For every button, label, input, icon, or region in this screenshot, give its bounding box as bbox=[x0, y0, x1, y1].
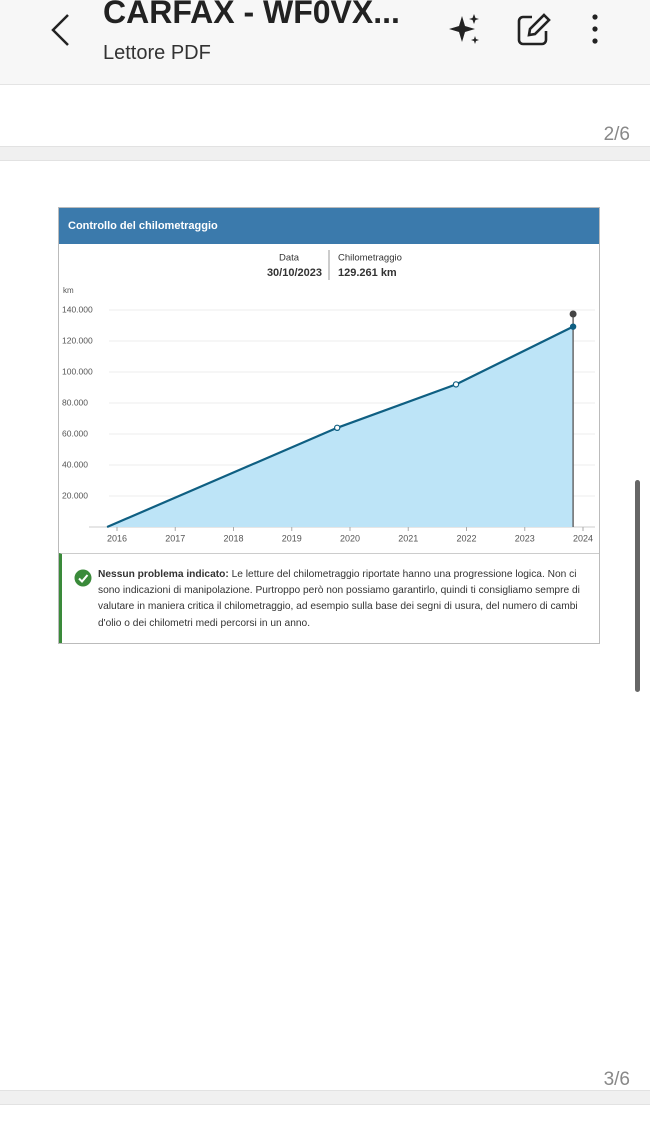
y-unit: km bbox=[63, 286, 74, 295]
page-indicator: 2/6 bbox=[603, 124, 630, 145]
scrollbar[interactable] bbox=[635, 480, 640, 692]
y-tick-label: 100.000 bbox=[62, 366, 93, 376]
tooltip-km: 129.261 km bbox=[338, 267, 397, 279]
tooltip-date: 30/10/2023 bbox=[267, 267, 322, 279]
point bbox=[569, 323, 577, 330]
y-tick-label: 20.000 bbox=[62, 490, 88, 500]
note-heading: Nessun problema indicato: bbox=[98, 569, 229, 580]
title: CARFAX - WF0VX... bbox=[103, 0, 400, 30]
y-tick-label: 40.000 bbox=[62, 459, 88, 469]
x-tick-label: 2018 bbox=[223, 533, 243, 543]
tooltip-km-label: Chilometraggio bbox=[338, 253, 402, 264]
chart-title: Controllo del chilometraggio bbox=[59, 208, 599, 244]
x-tick-label: 2016 bbox=[107, 533, 127, 543]
note: Nessun problema indicato: Le letture del… bbox=[59, 553, 599, 643]
x-tick-label: 2023 bbox=[515, 533, 535, 543]
line bbox=[106, 325, 574, 529]
x-tick-label: 2024 bbox=[573, 533, 593, 543]
x-tick-label: 2021 bbox=[398, 533, 418, 543]
y-tick-label: 120.000 bbox=[62, 335, 93, 345]
app-bar: CARFAX - WF0VX... Lettore PDF bbox=[0, 0, 650, 85]
subtitle: Lettore PDF bbox=[103, 42, 211, 64]
edit-button[interactable] bbox=[516, 12, 552, 48]
back-button[interactable] bbox=[48, 12, 74, 48]
ai-button[interactable] bbox=[448, 12, 482, 48]
point bbox=[333, 424, 341, 431]
check-icon bbox=[74, 569, 92, 587]
hover-pin bbox=[569, 310, 577, 318]
point bbox=[452, 381, 460, 388]
chart: Data 30/10/2023 Chilometraggio 129.261 k… bbox=[62, 250, 595, 543]
tooltip-date-label: Data bbox=[279, 253, 300, 264]
y-tick-label: 80.000 bbox=[62, 397, 88, 407]
x-tick-label: 2022 bbox=[456, 533, 476, 543]
x-tick-label: 2019 bbox=[282, 533, 302, 543]
chart-card: Controllo del chilometraggio Data 30/10/… bbox=[58, 207, 600, 644]
page-separator bbox=[0, 146, 650, 161]
more-button[interactable] bbox=[586, 12, 604, 48]
page-separator bbox=[0, 1090, 650, 1105]
y-tick-label: 140.000 bbox=[62, 304, 93, 314]
page-indicator: 3/6 bbox=[603, 1069, 630, 1090]
note-text: Le letture del chilometraggio riportate … bbox=[98, 569, 580, 629]
y-tick-label: 60.000 bbox=[62, 428, 88, 438]
x-tick-label: 2017 bbox=[165, 533, 185, 543]
x-tick-label: 2020 bbox=[340, 533, 360, 543]
